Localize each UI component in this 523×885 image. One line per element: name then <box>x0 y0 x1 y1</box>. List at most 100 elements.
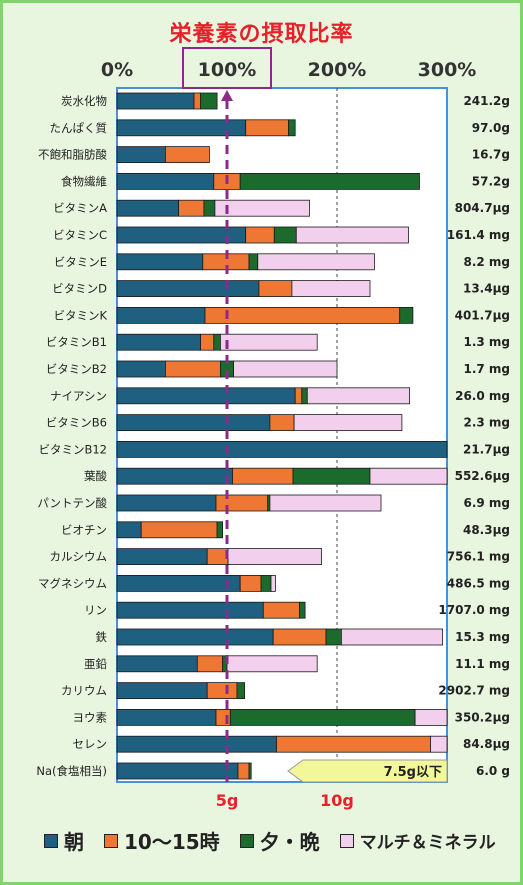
bar-morning-21 <box>116 655 198 673</box>
bar-morning-6 <box>116 253 204 271</box>
bar-morning-18 <box>116 575 241 592</box>
bar-morning-8 <box>116 306 206 324</box>
amount-label-19: 1707.0 mg <box>438 603 510 617</box>
category-label-0: 炭水化物 <box>61 94 107 108</box>
category-label-13: ビタミンB12 <box>38 442 107 456</box>
category-label-8: ビタミンK <box>53 308 107 322</box>
x-tick-label-2: 200% <box>308 59 367 81</box>
amount-label-14: 552.6μg <box>455 469 510 483</box>
bar-noon-18 <box>239 575 262 592</box>
bar-multi-11 <box>306 387 410 405</box>
sodium-limit-arrow <box>287 759 448 783</box>
amount-label-6: 8.2 mg <box>463 255 510 269</box>
bar-evening-3 <box>239 172 420 190</box>
category-label-19: リン <box>84 603 107 617</box>
bar-noon-17 <box>206 548 229 565</box>
category-label-22: カリウム <box>61 684 107 698</box>
category-label-4: ビタミンA <box>53 201 107 215</box>
amount-label-15: 6.9 mg <box>463 496 510 510</box>
bar-noon-24 <box>276 735 431 753</box>
legend-label-multi: マルチ＆ミネラル <box>359 833 496 853</box>
bar-multi-15 <box>269 494 382 512</box>
bar-morning-4 <box>116 199 179 217</box>
bar-evening-19 <box>299 601 306 619</box>
bar-noon-10 <box>164 360 221 378</box>
category-label-14: 葉酸 <box>84 469 107 483</box>
x-tick-label-3: 300% <box>418 59 477 81</box>
category-label-2: 不飽和脂肪酸 <box>38 148 107 162</box>
bar-morning-22 <box>116 682 208 699</box>
bar-noon-19 <box>262 601 300 619</box>
category-label-3: 食物繊維 <box>61 174 107 188</box>
bar-multi-12 <box>293 414 403 432</box>
category-label-15: パントテン酸 <box>37 496 107 510</box>
category-label-1: たんぱく質 <box>50 121 108 135</box>
amount-label-13: 21.7μg <box>463 442 510 456</box>
bar-multi-5 <box>295 226 409 244</box>
bar-morning-0 <box>116 92 195 110</box>
amount-label-24: 84.8μg <box>463 737 510 751</box>
bar-morning-2 <box>116 146 166 164</box>
bar-noon-8 <box>204 306 401 324</box>
amount-label-20: 15.3 mg <box>455 630 510 644</box>
plot-area <box>116 87 448 783</box>
bar-noon-20 <box>272 628 327 646</box>
category-label-16: ビオチン <box>61 523 107 537</box>
legend: 朝 10〜15時 夕・晩 マルチ＆ミネラル <box>44 826 516 855</box>
category-label-11: ナイアシン <box>50 389 107 403</box>
legend-swatch-morning <box>44 833 58 848</box>
bar-multi-7 <box>291 280 371 298</box>
bar-evening-5 <box>273 226 297 244</box>
bar-noon-7 <box>258 280 293 298</box>
chart-title: 栄養素の摂取比率 <box>169 22 354 47</box>
bar-evening-6 <box>248 253 259 271</box>
bar-evening-0 <box>200 92 218 110</box>
category-label-23: ヨウ素 <box>73 710 108 724</box>
amount-label-1: 97.0g <box>472 121 510 135</box>
bar-morning-10 <box>116 360 166 378</box>
amount-label-22: 2902.7 mg <box>438 684 510 698</box>
bar-morning-14 <box>116 467 233 485</box>
amount-label-2: 16.7g <box>472 148 510 162</box>
bar-morning-9 <box>116 333 201 351</box>
legend-label-evening: 夕・晩 <box>259 830 320 854</box>
amount-label-16: 48.3μg <box>463 523 510 537</box>
bar-morning-16 <box>116 521 142 539</box>
bar-noon-21 <box>196 655 224 673</box>
bar-noon-2 <box>164 146 210 164</box>
bar-morning-3 <box>116 172 215 190</box>
bar-morning-17 <box>116 548 208 565</box>
bar-multi-4 <box>214 199 310 217</box>
bar-noon-22 <box>206 682 238 699</box>
bar-multi-17 <box>227 548 323 565</box>
bar-noon-14 <box>232 467 294 485</box>
bar-noon-11 <box>294 387 303 405</box>
category-label-10: ビタミンB2 <box>46 362 107 376</box>
bar-multi-21 <box>226 655 318 673</box>
legend-item-noon: 10〜15時 <box>104 826 220 855</box>
bar-multi-10 <box>233 360 338 378</box>
bar-evening-1 <box>288 119 296 137</box>
amount-label-4: 804.7μg <box>455 201 510 215</box>
category-label-7: ビタミンD <box>52 282 107 296</box>
bar-morning-20 <box>116 628 274 646</box>
amount-label-7: 13.4μg <box>463 282 510 296</box>
bar-morning-12 <box>116 414 271 432</box>
bar-noon-12 <box>269 414 295 432</box>
category-label-20: 鉄 <box>96 630 108 644</box>
reference-highlight-box <box>182 47 272 89</box>
bottom-tick-5g: 5g <box>216 791 239 810</box>
bar-noon-9 <box>200 333 215 351</box>
bar-multi-24 <box>430 735 448 753</box>
bar-evening-22 <box>236 682 245 699</box>
bar-morning-13 <box>116 440 448 458</box>
bar-evening-18 <box>260 575 272 592</box>
legend-item-evening: 夕・晩 <box>239 826 320 855</box>
bar-evening-4 <box>203 199 216 217</box>
amount-label-21: 11.1 mg <box>455 657 510 671</box>
bar-noon-16 <box>140 521 218 539</box>
bar-evening-9 <box>213 333 221 351</box>
bar-multi-18 <box>270 575 276 592</box>
amount-label-18: 486.5 mg <box>447 576 510 590</box>
